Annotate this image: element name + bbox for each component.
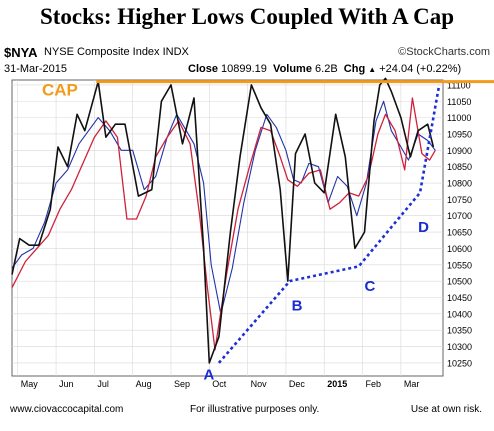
higher-lows-trendline (217, 84, 441, 364)
price-line (11, 77, 435, 364)
annotation-a: A (204, 366, 215, 383)
x-tick-label: 2015 (327, 379, 347, 389)
x-tick-label: Jul (97, 379, 109, 389)
y-tick-label: 10600 (447, 244, 472, 254)
moving-average-blue-line (11, 100, 436, 315)
y-tick-label: 11050 (447, 97, 471, 107)
x-tick-label: May (21, 379, 39, 389)
y-tick-label: 10350 (447, 326, 472, 336)
y-tick-label: 10950 (447, 129, 472, 139)
symbol-label: $NYA (4, 45, 38, 60)
quote-bar: Close 10899.19 Volume 6.2B Chg ▲ +24.04 … (188, 63, 461, 75)
y-tick-label: 11000 (447, 113, 471, 123)
y-tick-label: 10800 (447, 179, 472, 189)
x-tick-label: Dec (289, 379, 306, 389)
y-tick-label: 10450 (447, 293, 472, 303)
x-tick-label: Jun (59, 379, 74, 389)
change-label: Chg (343, 63, 366, 75)
footer-disclaimer: For illustrative purposes only. (190, 404, 320, 415)
close-label: Close (188, 63, 218, 75)
x-tick-label: Sep (174, 379, 190, 389)
y-tick-label: 11100 (447, 80, 471, 90)
y-tick-label: 10650 (447, 228, 472, 238)
x-tick-label: Feb (366, 379, 382, 389)
change-value: +24.04 (+0.22%) (379, 63, 462, 75)
y-tick-label: 10700 (447, 211, 472, 221)
y-tick-label: 10750 (447, 195, 472, 205)
y-tick-label: 10550 (447, 260, 472, 270)
y-tick-label: 10300 (447, 342, 472, 352)
x-tick-label: Aug (136, 379, 152, 389)
annotation-d: D (418, 219, 429, 236)
moving-average-red-line (11, 97, 436, 351)
y-tick-label: 10400 (447, 309, 472, 319)
cap-label: CAP (42, 81, 78, 100)
volume-value: 6.2B (315, 63, 338, 75)
volume-label: Volume (273, 63, 312, 75)
index-name-label: NYSE Composite Index INDX (44, 46, 189, 58)
source-label: ©StockCharts.com (398, 46, 490, 58)
y-tick-label: 10900 (447, 146, 472, 156)
y-tick-label: 10500 (447, 277, 472, 287)
change-up-icon: ▲ (368, 65, 377, 74)
annotation-c: C (364, 278, 375, 295)
chart-title: Stocks: Higher Lows Coupled With A Cap (39, 4, 455, 29)
close-value: 10899.19 (221, 63, 267, 75)
y-tick-label: 10850 (447, 162, 472, 172)
x-tick-label: Mar (404, 379, 420, 389)
plot-frame (11, 79, 444, 377)
date-label: 31-Mar-2015 (4, 63, 67, 75)
y-tick-label: 10250 (447, 358, 472, 368)
footer-risk-note: Use at own risk. (410, 404, 482, 415)
x-tick-label: Nov (251, 379, 268, 389)
x-tick-label: Oct (212, 379, 227, 389)
annotation-b: B (292, 298, 303, 315)
footer-website: www.ciovaccocapital.com (10, 404, 124, 415)
